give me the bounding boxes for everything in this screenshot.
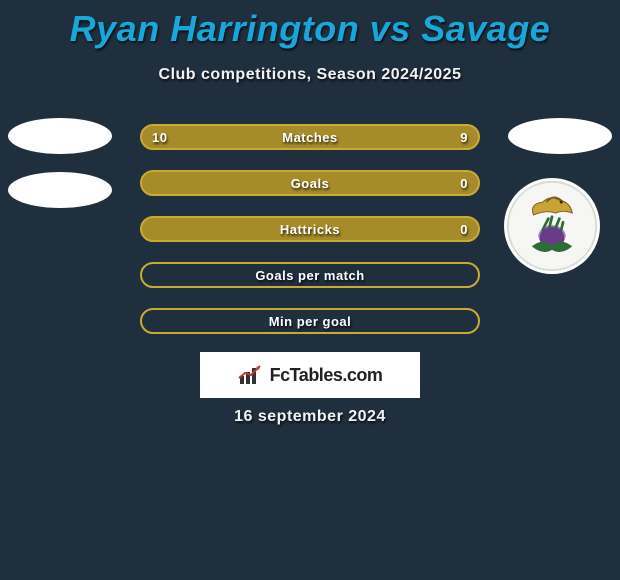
stat-bar: Goals 0: [140, 170, 480, 196]
stat-label: Matches: [282, 130, 338, 145]
stat-bar: Hattricks 0: [140, 216, 480, 242]
right-badge-placeholder-1: [508, 118, 612, 154]
stat-bar: Matches 10 9: [140, 124, 480, 150]
club-crest-icon: [506, 180, 598, 272]
stat-label: Goals per match: [255, 268, 364, 283]
stat-bar: Min per goal: [140, 308, 480, 334]
stat-right-value: 0: [460, 222, 468, 237]
comparison-subtitle: Club competitions, Season 2024/2025: [0, 66, 620, 84]
right-player-club-crest: [504, 178, 600, 274]
comparison-title: Ryan Harrington vs Savage: [0, 0, 620, 50]
stat-bar: Goals per match: [140, 262, 480, 288]
left-badge-placeholder-1: [8, 118, 112, 154]
stat-right-value: 9: [460, 130, 468, 145]
left-player-badges: [8, 118, 112, 208]
snapshot-date: 16 september 2024: [0, 408, 620, 426]
stat-label: Min per goal: [269, 314, 352, 329]
brand-chart-icon: [238, 364, 264, 386]
left-badge-placeholder-2: [8, 172, 112, 208]
stat-left-value: 10: [152, 130, 167, 145]
stat-label: Hattricks: [280, 222, 340, 237]
stat-right-value: 0: [460, 176, 468, 191]
brand-text: FcTables.com: [270, 365, 383, 386]
right-player-top-badge: [508, 118, 612, 154]
brand-box: FcTables.com: [200, 352, 420, 398]
stat-bars: Matches 10 9 Goals 0 Hattricks 0 Goals per matc…: [140, 124, 480, 354]
stat-label: Goals: [291, 176, 330, 191]
